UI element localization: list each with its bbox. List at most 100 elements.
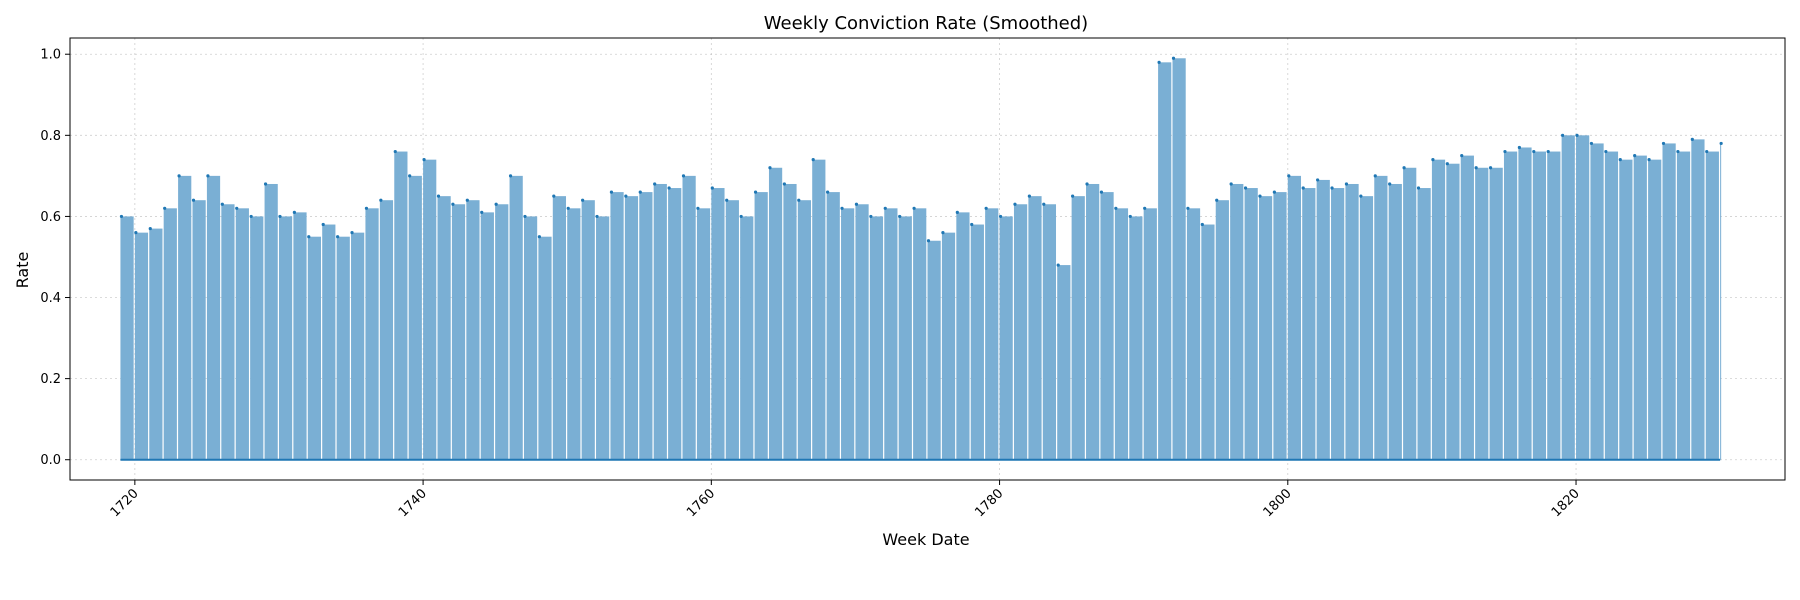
bar [423,159,437,460]
bar [812,159,826,460]
data-point [465,198,469,202]
bar [1648,159,1662,460]
bar [1114,208,1129,460]
data-point [826,190,830,194]
bar [941,232,956,460]
bar [682,175,696,460]
bar [567,208,581,460]
data-point [970,222,974,227]
bar [970,224,984,460]
data-point [220,202,224,206]
bar [1633,155,1647,460]
y-axis-label: Rate [13,252,32,289]
bar [1071,196,1085,460]
data-point [379,198,383,202]
x-axis-label: Week Date [882,530,969,549]
bar [250,216,264,460]
bar [985,208,999,460]
data-point [1099,190,1104,194]
bar [192,200,206,460]
data-point [249,214,253,219]
data-point [278,214,282,219]
bar [754,192,768,460]
data-point [1561,133,1565,137]
data-point [1301,186,1305,190]
data-point [1388,182,1392,186]
bar [898,216,912,460]
x-tick-label: 1720 [108,486,142,520]
bar [379,200,394,460]
data-point [926,239,931,243]
bar [1576,135,1590,460]
data-point [336,235,340,239]
bar [1287,175,1302,460]
bar [1273,192,1287,460]
data-point [1416,186,1421,190]
bar [624,196,639,460]
chart-title: Weekly Conviction Rate (Smoothed) [764,13,1088,34]
data-point [1460,153,1464,158]
data-point [768,166,772,170]
data-point [508,174,513,178]
bar [999,216,1013,460]
data-point [1071,194,1075,198]
data-point [422,158,426,162]
data-point [1719,141,1723,146]
bar [610,192,624,460]
bar [855,204,869,460]
data-point [206,174,210,178]
bar [1186,208,1201,460]
bar [1129,216,1143,460]
bar [1086,183,1100,460]
data-point [1373,174,1377,178]
data-point [840,206,844,210]
bar [1230,183,1244,460]
x-tick-label: 1800 [1261,486,1295,520]
bar [884,208,898,460]
data-point [1186,206,1190,210]
data-point [1604,149,1608,154]
data-point [1056,263,1060,267]
bar [163,208,177,460]
bar [1676,151,1691,460]
y-tick-label: 0.0 [40,453,61,468]
data-point [854,202,859,206]
bar [653,183,667,460]
bar [1215,200,1229,460]
bar [1057,265,1071,460]
data-point [393,149,397,154]
data-point [1143,206,1147,210]
data-point [624,194,628,198]
data-point [883,206,887,210]
data-point [364,206,369,210]
data-point [1229,182,1233,186]
x-tick-label: 1760 [684,486,718,520]
data-point [1474,166,1478,170]
data-point [134,231,138,235]
bar [1431,159,1446,460]
bar [1042,204,1057,460]
bar [1201,224,1215,460]
bar [1028,196,1042,460]
data-point [191,198,196,202]
data-point [667,186,671,190]
data-point [1676,149,1680,154]
data-point [1171,56,1176,60]
bar [1258,196,1273,460]
bar [365,208,379,460]
data-point [1330,186,1334,190]
data-point [1402,166,1406,170]
bar [1403,167,1417,460]
data-point [1316,178,1320,182]
data-point [955,210,959,214]
data-point [1575,133,1579,137]
bar [523,216,538,460]
data-point [609,190,614,194]
bar [1561,135,1575,460]
bar [1691,139,1705,460]
data-point [1661,141,1666,146]
bar [1374,175,1388,460]
data-point [1128,214,1132,219]
bar [1460,155,1474,460]
